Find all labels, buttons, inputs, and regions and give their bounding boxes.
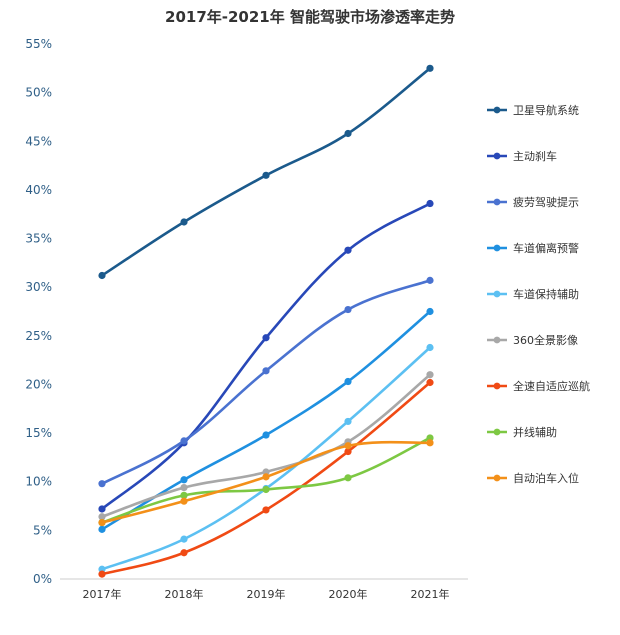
legend-swatch-marker [493, 336, 501, 344]
data-point [98, 525, 106, 533]
data-point [262, 431, 270, 439]
y-tick-label: 40% [25, 183, 52, 197]
data-point [426, 64, 434, 72]
data-point [262, 171, 270, 179]
series-line [100, 279, 432, 485]
y-tick-label: 0% [33, 572, 52, 586]
y-tick-label: 35% [25, 232, 52, 246]
legend-label: 车道保持辅助 [513, 287, 579, 301]
legend-item: 疲劳驾驶提示 [487, 195, 579, 209]
y-tick-label: 45% [25, 134, 52, 148]
series-group [98, 199, 434, 513]
series-group [98, 439, 434, 527]
data-point [180, 483, 188, 492]
legend-swatch-marker [493, 290, 501, 298]
data-point [98, 570, 106, 578]
series-line [100, 346, 432, 571]
legend-item: 并线辅助 [487, 425, 557, 439]
legend-item: 车道保持辅助 [487, 287, 579, 301]
legend-item: 自动泊车入位 [487, 471, 579, 485]
data-point [98, 518, 106, 527]
series-group [98, 64, 434, 280]
legend-label: 360全景影像 [513, 333, 578, 347]
data-point [426, 378, 434, 387]
legend-label: 自动泊车入位 [513, 471, 579, 485]
series-group [98, 276, 434, 488]
x-tick-label: 2017年 [83, 587, 122, 601]
data-point [180, 491, 188, 499]
y-tick-label: 55% [25, 37, 52, 51]
data-point [344, 246, 352, 254]
legend-label: 卫星导航系统 [513, 103, 579, 117]
legend-item: 车道偏离预警 [487, 241, 579, 255]
data-point [344, 474, 352, 482]
legend-swatch-marker [493, 198, 501, 206]
data-point [426, 276, 434, 284]
series-lines [98, 64, 434, 578]
legend-item: 全速自适应巡航 [487, 379, 590, 393]
data-point [426, 307, 434, 316]
legend-item: 主动刹车 [487, 149, 557, 163]
legend-item: 卫星导航系统 [487, 103, 579, 117]
y-tick-label: 15% [25, 426, 52, 440]
legend-swatch-marker [493, 474, 501, 482]
series-group [98, 371, 434, 521]
data-point [180, 476, 188, 484]
data-point [180, 497, 188, 505]
series-group [98, 378, 434, 578]
data-point [426, 199, 434, 208]
legend-label: 并线辅助 [513, 425, 557, 439]
series-line [100, 310, 432, 531]
legend-swatch-marker [493, 428, 501, 436]
data-point [426, 343, 434, 352]
y-tick-label: 30% [25, 280, 52, 294]
data-point [344, 417, 352, 426]
y-tick-label: 20% [25, 377, 52, 391]
legend-label: 疲劳驾驶提示 [513, 195, 579, 209]
legend-swatch-marker [493, 244, 501, 252]
x-tick-label: 2020年 [329, 587, 368, 601]
legend-swatch-marker [493, 106, 501, 114]
data-point [426, 371, 434, 379]
legend-swatch-marker [493, 382, 501, 390]
chart-title: 2017年-2021年 智能驾驶市场渗透率走势 [165, 8, 455, 26]
data-point [344, 442, 352, 450]
data-point [344, 305, 352, 314]
y-tick-label: 10% [25, 475, 52, 489]
series-group [98, 343, 434, 573]
legend-label: 全速自适应巡航 [513, 379, 590, 393]
series-line [100, 373, 432, 519]
data-point [180, 549, 188, 557]
data-point [262, 485, 270, 494]
data-point [262, 367, 270, 375]
x-tick-label: 2018年 [165, 587, 204, 601]
data-point [98, 271, 106, 280]
data-point [262, 473, 270, 481]
legend-label: 主动刹车 [513, 149, 557, 163]
data-point [344, 377, 352, 386]
y-tick-label: 5% [33, 523, 52, 537]
data-point [180, 535, 188, 543]
data-point [344, 447, 352, 456]
legend-label: 车道偏离预警 [513, 241, 579, 255]
y-tick-label: 50% [25, 86, 52, 100]
data-point [98, 513, 106, 521]
data-point [344, 129, 352, 138]
data-point [180, 218, 188, 226]
data-point [262, 334, 270, 342]
axes: 0% 5% 10% 15% 20% 25% 30% 35% 40% 45% 50% 55% 2017年 2… [25, 37, 468, 601]
data-point [98, 505, 106, 513]
data-point [426, 439, 434, 447]
data-point [98, 480, 106, 488]
x-tick-label: 2021年 [411, 587, 450, 601]
data-point [180, 437, 188, 445]
x-tick-label: 2019年 [247, 587, 286, 601]
y-tick-label: 25% [25, 329, 52, 343]
legend-item: 360全景影像 [487, 333, 578, 347]
legend-swatch-marker [493, 152, 501, 160]
data-point [262, 506, 270, 514]
